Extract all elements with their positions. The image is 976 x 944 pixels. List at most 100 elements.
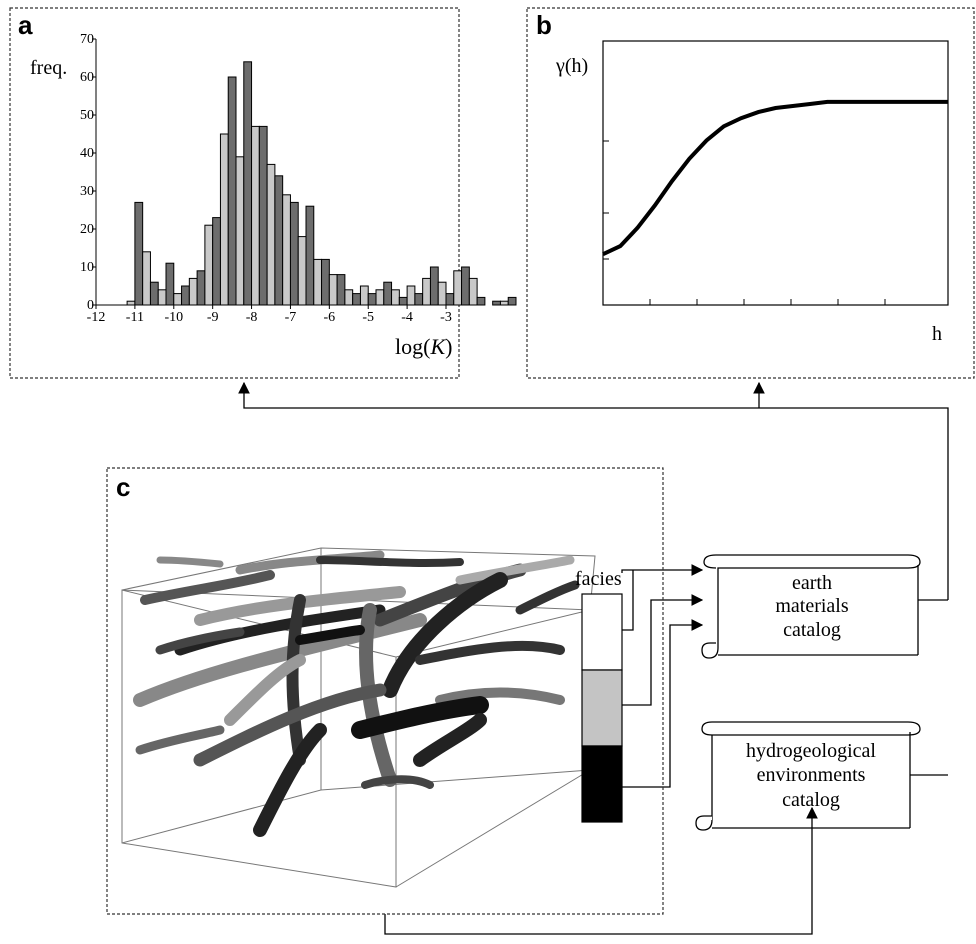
facies-white-arrow: [621, 564, 704, 576]
histogram-x-tick-label: -5: [362, 310, 374, 325]
histogram-bar: [212, 217, 221, 306]
facies-swatch: [581, 669, 623, 747]
panel-b-letter: b: [536, 10, 552, 40]
histogram-bar: [406, 285, 416, 306]
histogram-bar: [461, 266, 470, 306]
histogram-bar: [165, 262, 175, 306]
histogram-x-tick-label: -7: [285, 310, 297, 325]
histogram-bar: [422, 277, 431, 306]
histogram-bar: [453, 270, 463, 306]
histogram-bar: [157, 289, 167, 306]
variogram-x-label: h: [932, 323, 942, 345]
histogram-bar: [305, 205, 315, 306]
histogram-x-tick-label: -6: [323, 310, 335, 325]
histogram-bar: [383, 281, 393, 306]
panel-b: b γ(h) h: [526, 7, 975, 379]
variogram-y-label: γ(h): [555, 55, 588, 77]
histogram-x-tick-label: -3: [440, 310, 452, 325]
variogram-curve: [602, 99, 948, 257]
hydrogeological-environments-catalog: hydrogeological environments catalog: [695, 721, 921, 831]
facies-swatch: [581, 745, 623, 823]
histogram-bar: [251, 125, 260, 306]
histogram-bar: [344, 289, 354, 306]
histogram-y-tick-label: 50: [80, 108, 94, 123]
channel-bodies: [133, 550, 580, 837]
histogram-x-tick-label: -10: [164, 310, 183, 325]
histogram-bar: [289, 201, 299, 306]
histogram-y-tick-label: 0: [87, 298, 94, 313]
histogram-x-tick-label: -4: [401, 310, 413, 325]
histogram-x-tick-label: -12: [87, 310, 106, 325]
histogram-bar: [142, 251, 151, 306]
hydro-catalog-line3: catalog: [782, 789, 840, 811]
histogram-y-tick-label: 40: [80, 146, 94, 161]
histogram-bar: [398, 296, 408, 306]
facies-white-link: [622, 570, 634, 631]
histogram-y-label: freq.: [30, 57, 67, 79]
histogram-y-tick-label: 30: [80, 184, 94, 199]
facies-3d-block: [121, 547, 596, 888]
histogram-bar: [352, 293, 361, 306]
histogram-bar: [445, 293, 455, 306]
histogram-bar: [204, 224, 214, 306]
histogram-bar: [492, 300, 501, 306]
histogram-bar: [134, 201, 144, 306]
histogram-x-tick-label: -11: [126, 310, 144, 325]
histogram-x-label: log(K): [395, 334, 452, 359]
histogram-bar: [243, 61, 253, 306]
arrow-to-hydro-catalog: [384, 806, 818, 935]
histogram-bar: [258, 125, 268, 306]
histogram-bar: [297, 236, 307, 306]
facies-grey-arrow: [622, 594, 704, 706]
histogram-y-tick-label: 10: [80, 260, 94, 275]
histogram-bar: [429, 266, 439, 306]
facies-black-arrow: [622, 619, 704, 788]
panel-a-letter: a: [18, 10, 33, 40]
histogram-bar: [173, 293, 183, 306]
panel-a-frame: [9, 7, 460, 379]
histogram-bar: [437, 281, 447, 306]
histogram-y-tick-label: 20: [80, 222, 94, 237]
histogram-bar: [336, 274, 346, 306]
facies-label: facies: [575, 568, 622, 590]
histogram-bar: [149, 281, 159, 306]
histogram-y-tick-label: 60: [80, 70, 94, 85]
histogram-bar: [321, 258, 330, 306]
variogram-ticks: [603, 140, 886, 305]
histogram-bar: [359, 285, 369, 306]
histogram-bar: [468, 277, 478, 306]
panel-a: a freq. -12 -11 -10 -9 -8 -7 -6 -5 -4 -3 0 10 20 30 4…: [9, 7, 517, 379]
histogram-bar: [391, 289, 400, 306]
histogram-x-tick-label: -8: [246, 310, 258, 325]
earth-catalog-line1: earth: [792, 572, 832, 594]
panel-b-frame: [526, 7, 975, 379]
histogram-bar: [188, 277, 198, 306]
histogram-bar: [266, 163, 276, 306]
earth-catalog-line2: materials: [775, 595, 849, 617]
histogram-x-tick-label: -9: [207, 310, 219, 325]
histogram-bar: [219, 133, 229, 306]
histogram-bar: [367, 293, 377, 306]
hydro-catalog-line1: hydrogeological: [746, 740, 876, 762]
histogram-bar: [282, 194, 291, 306]
histogram-bar: [313, 258, 323, 306]
histogram-bar: [181, 285, 190, 306]
histogram-bar: [235, 156, 245, 306]
panel-c-frame: [106, 467, 664, 915]
variogram-plot-frame: [602, 40, 949, 306]
histogram-bar: [328, 274, 338, 306]
earth-materials-catalog: earth materials catalog: [701, 554, 921, 659]
histogram-bar: [126, 300, 136, 306]
histogram-bar: [499, 300, 509, 306]
arrow-to-panel-a: [238, 381, 949, 600]
facies-swatch: [581, 593, 623, 671]
histogram-y-tick-label: 70: [80, 32, 94, 47]
histogram-bar: [507, 296, 517, 306]
earth-catalog-line3: catalog: [783, 619, 841, 641]
connectors: [238, 381, 949, 935]
histogram-bar: [196, 270, 206, 306]
histogram-bar: [375, 289, 385, 306]
panel-c: c: [106, 467, 664, 915]
histogram-bar: [227, 76, 237, 306]
